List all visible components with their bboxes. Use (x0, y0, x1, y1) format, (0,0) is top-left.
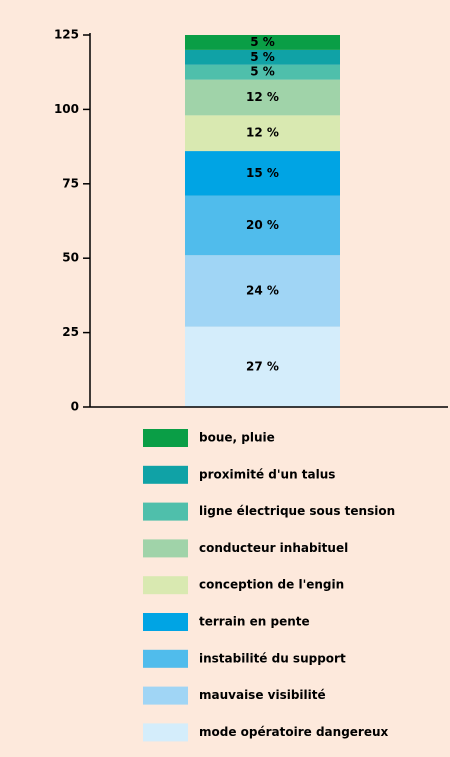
y-tick-label: 75 (62, 176, 79, 190)
legend-swatch (143, 723, 188, 742)
legend-swatch (143, 465, 188, 484)
legend-label: conception de l'engin (199, 578, 344, 592)
legend-swatch (143, 686, 188, 705)
y-tick-label: 0 (71, 400, 79, 414)
bar-segment (185, 79, 340, 116)
y-tick-label: 100 (54, 102, 79, 116)
data-label: 5 % (250, 35, 275, 49)
bar-segment (185, 255, 340, 327)
legend-swatch (143, 429, 188, 447)
data-label: 24 % (246, 283, 279, 297)
legend-label: proximité d'un talus (199, 467, 335, 481)
legend-label: mauvaise visibilité (199, 688, 326, 702)
bar-segment (185, 115, 340, 152)
legend-label: instabilité du support (199, 651, 346, 665)
data-label: 20 % (246, 218, 279, 232)
legend-swatch (143, 502, 188, 521)
legend-swatch (143, 539, 188, 558)
bar-segment (185, 35, 340, 50)
data-label: 27 % (246, 359, 279, 373)
data-label: 12 % (246, 90, 279, 104)
legend-label: conducteur inhabituel (199, 541, 348, 555)
bar-segment (185, 151, 340, 196)
data-label: 12 % (246, 126, 279, 140)
data-label: 15 % (246, 166, 279, 180)
legend-swatch (143, 576, 188, 595)
bar-segment (185, 64, 340, 80)
legend-label: ligne électrique sous tension (199, 504, 395, 518)
y-tick-label: 25 (62, 325, 79, 339)
legend-swatch (143, 649, 188, 668)
legend-label: boue, pluie (199, 431, 275, 445)
legend-label: mode opératoire dangereux (199, 725, 389, 739)
y-tick-label: 125 (54, 28, 79, 42)
bar-segment (185, 49, 340, 65)
legend-label: terrain en pente (199, 615, 310, 629)
legend-swatch (143, 613, 188, 631)
y-tick-label: 50 (62, 251, 79, 265)
bar-segment (185, 326, 340, 407)
bar-segment (185, 195, 340, 256)
data-label: 5 % (250, 65, 275, 79)
data-label: 5 % (250, 50, 275, 64)
